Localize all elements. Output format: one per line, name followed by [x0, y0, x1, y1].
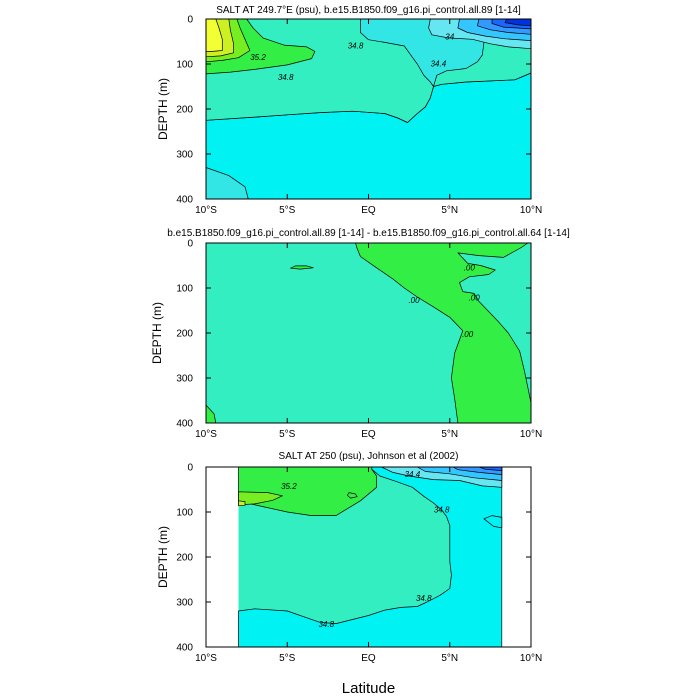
contour-region — [355, 242, 532, 424]
contour-label: .00 — [464, 263, 476, 272]
panel-2-title: b.e15.B1850.f09_g16.pi_control.all.89 [1… — [167, 228, 570, 239]
contour-label: 34.8 — [348, 42, 364, 51]
panel-1-frame — [205, 18, 532, 200]
panel-2-contour-labels: .00 .00 .00 .00 — [408, 263, 481, 339]
contour-label: .00 — [462, 330, 474, 339]
contour-label: 35.2 — [281, 482, 297, 491]
x-tick-label: 10°N — [520, 429, 542, 440]
y-tick-label: 200 — [176, 329, 193, 340]
panel-1-contour-labels: 34.8 35.2 34.8 34 34.4 — [250, 33, 455, 83]
panel-2-contour-fill — [205, 242, 532, 424]
panel-3-contour-labels: 35.2 34.4 34.8 34.8 34.8 — [281, 470, 450, 629]
contour-region — [205, 18, 223, 52]
x-tick-label: 10°S — [195, 653, 217, 664]
panel-3-title: SALT AT 250 (psu), Johnson et al (2002) — [279, 451, 459, 462]
contour-region — [238, 500, 246, 507]
x-tick-label: 10°S — [195, 429, 217, 440]
x-tick-label: 5°N — [441, 653, 458, 664]
contour-region — [290, 265, 314, 270]
x-tick-label: 5°S — [279, 205, 296, 216]
y-tick-label: 300 — [176, 374, 193, 385]
x-axis-label: Latitude — [342, 680, 395, 697]
y-tick-label: 300 — [176, 598, 193, 609]
contour-label: 34.8 — [318, 620, 334, 629]
panel-observed-salinity: SALT AT 250 (psu), Johnson et al (2002) … — [156, 451, 542, 664]
y-tick-label: 100 — [176, 284, 193, 295]
panel-1-contour-fill — [205, 18, 532, 200]
y-tick-label: 400 — [176, 419, 193, 430]
panel-model-salinity: SALT AT 249.7°E (psu), b.e15.B1850.f09_g… — [156, 5, 542, 216]
x-tick-label: 10°N — [520, 205, 542, 216]
y-tick-label: 0 — [187, 15, 193, 26]
y-tick-label: 0 — [187, 239, 193, 250]
y-tick-label: 400 — [176, 195, 193, 206]
panel-1-ticks: 10°S 5°S EQ 5°N 10°N 0 100 200 300 400 — [176, 15, 542, 217]
y-tick-label: 100 — [176, 508, 193, 519]
y-tick-label: 200 — [176, 553, 193, 564]
panel-difference: b.e15.B1850.f09_g16.pi_control.all.89 [1… — [150, 228, 570, 440]
contour-label: 34.4 — [431, 60, 447, 69]
contour-label: 35.2 — [250, 53, 266, 62]
contour-label: .00 — [408, 296, 420, 305]
contour-label: 34.8 — [434, 505, 450, 514]
panel-1-title: SALT AT 249.7°E (psu), b.e15.B1850.f09_g… — [216, 5, 521, 16]
panel-2-frame — [205, 242, 532, 424]
panel-3-ylabel: DEPTH (m) — [156, 526, 170, 588]
contour-label: 34 — [445, 33, 454, 42]
contour-label: 34.8 — [278, 73, 294, 82]
x-tick-label: 5°S — [279, 429, 296, 440]
contour-label: .00 — [469, 293, 481, 302]
panel-3-frame — [205, 466, 532, 648]
x-tick-label: EQ — [361, 653, 376, 664]
y-tick-label: 300 — [176, 150, 193, 161]
panel-3-contour-fill — [238, 466, 503, 648]
contour-region — [483, 515, 503, 529]
y-tick-label: 400 — [176, 643, 193, 654]
y-tick-label: 0 — [187, 463, 193, 474]
panel-2-ylabel: DEPTH (m) — [150, 302, 164, 364]
contour-label: 34.8 — [416, 594, 432, 603]
panel-1-ylabel: DEPTH (m) — [156, 78, 170, 140]
x-tick-label: 10°S — [195, 205, 217, 216]
y-tick-label: 100 — [176, 60, 193, 71]
x-tick-label: 5°S — [279, 653, 296, 664]
y-tick-label: 200 — [176, 105, 193, 116]
x-tick-label: 5°N — [441, 429, 458, 440]
x-tick-label: EQ — [361, 205, 376, 216]
contour-region — [347, 492, 358, 499]
contour-label: 34.4 — [405, 470, 421, 479]
x-tick-label: 10°N — [520, 653, 542, 664]
x-tick-label: EQ — [361, 429, 376, 440]
x-tick-label: 5°N — [441, 205, 458, 216]
